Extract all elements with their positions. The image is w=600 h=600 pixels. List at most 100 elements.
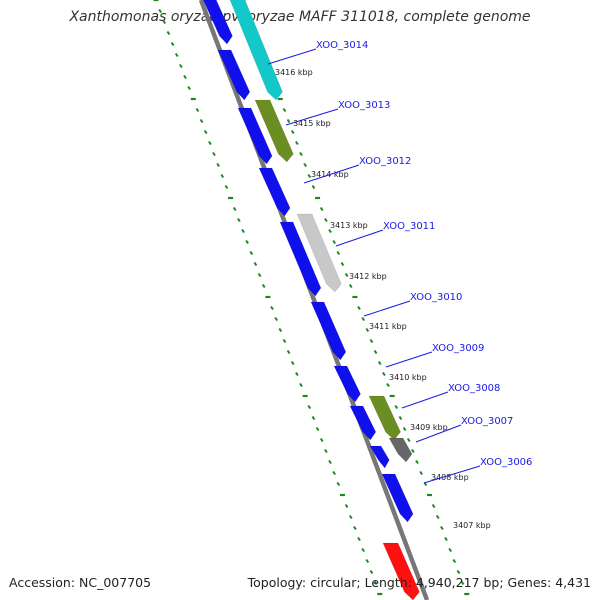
scale-dot (286, 118, 291, 124)
scale-dot (303, 162, 307, 168)
scale-dot (237, 217, 241, 223)
scale-dot (415, 459, 419, 465)
genome-stats-text: Topology: circular; Length: 4,940,217 bp… (247, 575, 591, 590)
gene-label-leader (423, 465, 481, 484)
scale-dot (166, 30, 171, 36)
scale-dot (324, 217, 328, 223)
scale-dot (295, 140, 299, 146)
gene-feature (381, 473, 414, 523)
scale-dot (241, 228, 245, 234)
map-title: Xanthomonas oryzae pv. oryzae MAFF 31101… (69, 9, 531, 25)
scale-dot (348, 514, 353, 520)
scale-dot (170, 41, 175, 47)
scale-dot (307, 173, 312, 179)
scale-dot (377, 360, 382, 366)
scale-dot (232, 206, 237, 212)
scale-dot (361, 316, 365, 322)
scale-dot (311, 184, 316, 190)
gene-label: XOO_3007 (461, 416, 513, 427)
scale-dot (431, 503, 436, 509)
gene-feature (349, 405, 377, 441)
scale-dot (307, 404, 312, 410)
scale-dot (286, 349, 291, 355)
scale-dot (332, 239, 336, 245)
scale-dot (328, 228, 332, 234)
gene-label: XOO_3010 (410, 292, 462, 303)
scale-dot (419, 470, 423, 476)
scale-dot (344, 503, 349, 509)
scale-dot (195, 107, 200, 113)
scale-dot (253, 261, 258, 267)
gene-label-leader (415, 424, 462, 443)
scale-dot (179, 63, 183, 69)
scale-dot (319, 206, 324, 212)
scale-dot (357, 305, 361, 311)
outer-scale-track (153, 0, 383, 596)
scale-dot (336, 250, 341, 256)
gene-label: XOO_3008 (448, 383, 500, 394)
scale-dot (295, 371, 299, 377)
scale-dot (386, 382, 390, 388)
gene-label: XOO_3011 (383, 221, 435, 232)
gene-feature (229, 0, 283, 101)
gene-label-leader (335, 229, 384, 247)
gene-label-leader (303, 164, 360, 184)
gene-feature (368, 395, 401, 441)
gene-label-leader (363, 300, 411, 317)
scale-dot (224, 184, 229, 190)
scale-dot (290, 360, 295, 366)
gene-label-leader (267, 48, 317, 65)
gene-label-leader (385, 351, 433, 368)
gene-feature (237, 107, 273, 165)
scale-dot (361, 547, 365, 553)
scale-dot (299, 151, 303, 157)
scale-dot (158, 8, 162, 14)
scale-dot (282, 107, 287, 113)
gene-feature (258, 167, 291, 217)
scale-dot (369, 338, 374, 344)
scale-tick-label: 3409 kbp (410, 423, 448, 432)
scale-dot (365, 327, 370, 333)
gene-label: XOO_3009 (432, 343, 484, 354)
scale-dot (394, 404, 399, 410)
scale-dot (452, 558, 457, 564)
scale-dot (340, 261, 345, 267)
gene-feature (217, 49, 251, 101)
accession-text: Accession: NC_007705 (9, 575, 152, 590)
scale-dot (440, 525, 444, 531)
scale-dot (336, 481, 341, 487)
scale-dot (319, 437, 324, 443)
scale-dot (411, 448, 415, 454)
scale-dot (332, 470, 336, 476)
gene-feature (388, 437, 413, 463)
scale-dot (174, 52, 179, 58)
scale-dot (274, 316, 278, 322)
scale-dot (373, 580, 378, 586)
scale-tick-label: 3412 kbp (349, 272, 387, 281)
gene-label-leader (401, 391, 449, 409)
gene-feature (382, 542, 420, 600)
gene-feature (310, 301, 347, 361)
scale-dot (435, 514, 440, 520)
scale-dot (448, 547, 452, 553)
scale-dot (328, 459, 332, 465)
scale-dot (344, 272, 349, 278)
scale-dot (348, 283, 353, 289)
scale-dot (398, 415, 403, 421)
scale-dot (220, 173, 225, 179)
gene-feature (279, 221, 322, 297)
scale-dot (212, 151, 216, 157)
scale-dot (406, 437, 411, 443)
gene-feature (254, 99, 294, 163)
scale-tick-label: 3410 kbp (389, 373, 427, 382)
scale-dot (373, 349, 378, 355)
gene-feature (296, 213, 342, 293)
gene-feature (333, 365, 361, 403)
scale-dot (208, 140, 212, 146)
scale-dot (187, 85, 191, 91)
scale-dot (249, 250, 254, 256)
gene-label: XOO_3013 (338, 100, 390, 111)
scale-tick-label: 3408 kbp (431, 473, 469, 482)
gene-feature (369, 445, 390, 469)
